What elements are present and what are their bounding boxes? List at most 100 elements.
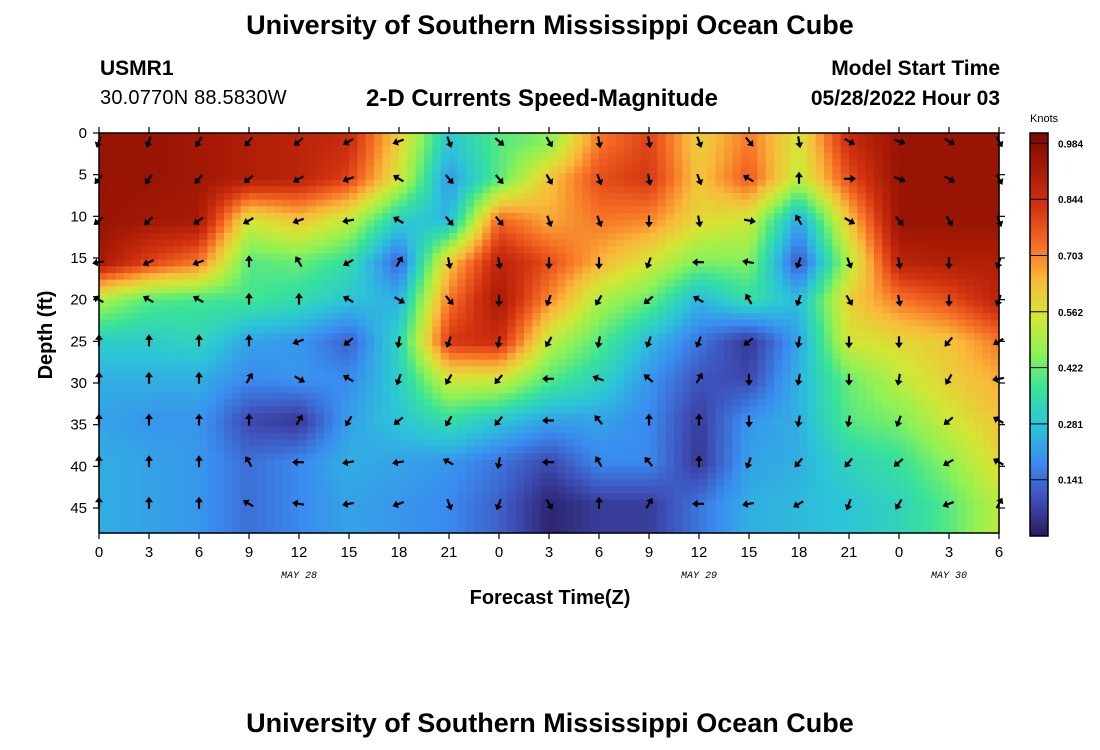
heatmap-cell xyxy=(990,426,1000,434)
heatmap-cell xyxy=(740,293,750,301)
heatmap-cell xyxy=(132,226,142,234)
heatmap-cell xyxy=(774,306,783,314)
heatmap-cell xyxy=(299,406,308,414)
heatmap-cell xyxy=(165,179,175,187)
heatmap-cell xyxy=(699,406,708,414)
heatmap-cell xyxy=(157,179,167,187)
heatmap-cell xyxy=(574,179,583,187)
heatmap-cell xyxy=(915,413,925,421)
heatmap-cell xyxy=(790,193,800,201)
heatmap-cell xyxy=(249,286,258,294)
heatmap-cell xyxy=(940,413,950,421)
heatmap-cell xyxy=(690,393,700,401)
heatmap-cell xyxy=(99,293,108,301)
heatmap-cell xyxy=(965,406,975,414)
heatmap-cell xyxy=(407,313,417,321)
heatmap-cell xyxy=(799,206,808,214)
heatmap-cell xyxy=(707,359,717,367)
heatmap-cell xyxy=(107,153,117,161)
heatmap-cell xyxy=(165,393,175,401)
heatmap-cell xyxy=(815,166,825,174)
heatmap-cell xyxy=(957,193,967,201)
heatmap-cell xyxy=(357,399,367,407)
heatmap-cell xyxy=(299,146,308,154)
heatmap-cell xyxy=(624,333,633,341)
heatmap-cell xyxy=(807,306,817,314)
heatmap-cell xyxy=(449,393,458,401)
heatmap-cell xyxy=(982,186,992,194)
heatmap-cell xyxy=(524,366,533,374)
heatmap-cell xyxy=(332,239,342,247)
heatmap-cell xyxy=(190,346,200,354)
heatmap-cell xyxy=(224,219,233,227)
heatmap-cell xyxy=(257,253,267,261)
heatmap-cell xyxy=(532,219,542,227)
heatmap-cell xyxy=(840,373,850,381)
heatmap-cell xyxy=(557,293,567,301)
heatmap-cell xyxy=(149,313,158,321)
heatmap-cell xyxy=(749,273,758,281)
heatmap-cell xyxy=(124,433,133,441)
heatmap-cell xyxy=(124,133,133,141)
heatmap-cell xyxy=(657,386,667,394)
heatmap-cell xyxy=(274,339,283,347)
heatmap-cell xyxy=(140,153,150,161)
heatmap-cell xyxy=(565,373,575,381)
heatmap-cell xyxy=(107,426,117,434)
heatmap-cell xyxy=(757,266,767,274)
heatmap-cell xyxy=(207,293,217,301)
heatmap-cell xyxy=(599,326,608,334)
heatmap-cell xyxy=(532,253,542,261)
heatmap-cell xyxy=(882,153,892,161)
heatmap-cell xyxy=(299,346,308,354)
heatmap-cell xyxy=(357,359,367,367)
heatmap-cell xyxy=(190,426,200,434)
heatmap-cell xyxy=(807,133,817,141)
heatmap-cell xyxy=(907,419,917,427)
heatmap-cell xyxy=(182,306,192,314)
heatmap-cell xyxy=(607,433,617,441)
heatmap-cell xyxy=(357,299,367,307)
heatmap-cell xyxy=(824,133,833,141)
heatmap-cell xyxy=(949,326,958,334)
heatmap-cell xyxy=(232,239,242,247)
heatmap-cell xyxy=(399,279,408,287)
heatmap-cell xyxy=(365,386,375,394)
heatmap-cell xyxy=(299,393,308,401)
heatmap-cell xyxy=(690,399,700,407)
heatmap-cell xyxy=(657,239,667,247)
heatmap-cell xyxy=(390,279,400,287)
heatmap-cell xyxy=(665,433,675,441)
heatmap-cell xyxy=(565,313,575,321)
heatmap-cell xyxy=(965,293,975,301)
heatmap-cell xyxy=(440,239,450,247)
heatmap-cell xyxy=(449,179,458,187)
heatmap-cell xyxy=(807,313,817,321)
heatmap-cell xyxy=(940,319,950,327)
heatmap-cell xyxy=(474,339,483,347)
heatmap-cell xyxy=(549,246,558,254)
heatmap-cell xyxy=(182,346,192,354)
heatmap-cell xyxy=(307,286,317,294)
heatmap-cell xyxy=(807,253,817,261)
heatmap-cell xyxy=(574,386,583,394)
heatmap-cell xyxy=(307,419,317,427)
heatmap-cell xyxy=(290,346,300,354)
heatmap-cell xyxy=(615,246,625,254)
heatmap-cell xyxy=(624,253,633,261)
heatmap-cell xyxy=(240,253,250,261)
heatmap-cell xyxy=(199,399,208,407)
heatmap-cell xyxy=(199,346,208,354)
heatmap-cell xyxy=(257,239,267,247)
heatmap-cell xyxy=(832,199,842,207)
heatmap-cell xyxy=(657,166,667,174)
heatmap-cell xyxy=(465,406,475,414)
heatmap-cell xyxy=(615,173,625,181)
heatmap-cell xyxy=(257,426,267,434)
heatmap-cell xyxy=(174,233,183,241)
heatmap-cell xyxy=(432,253,442,261)
heatmap-cell xyxy=(915,219,925,227)
heatmap-cell xyxy=(174,313,183,321)
heatmap-cell xyxy=(257,259,267,267)
heatmap-cell xyxy=(824,206,833,214)
